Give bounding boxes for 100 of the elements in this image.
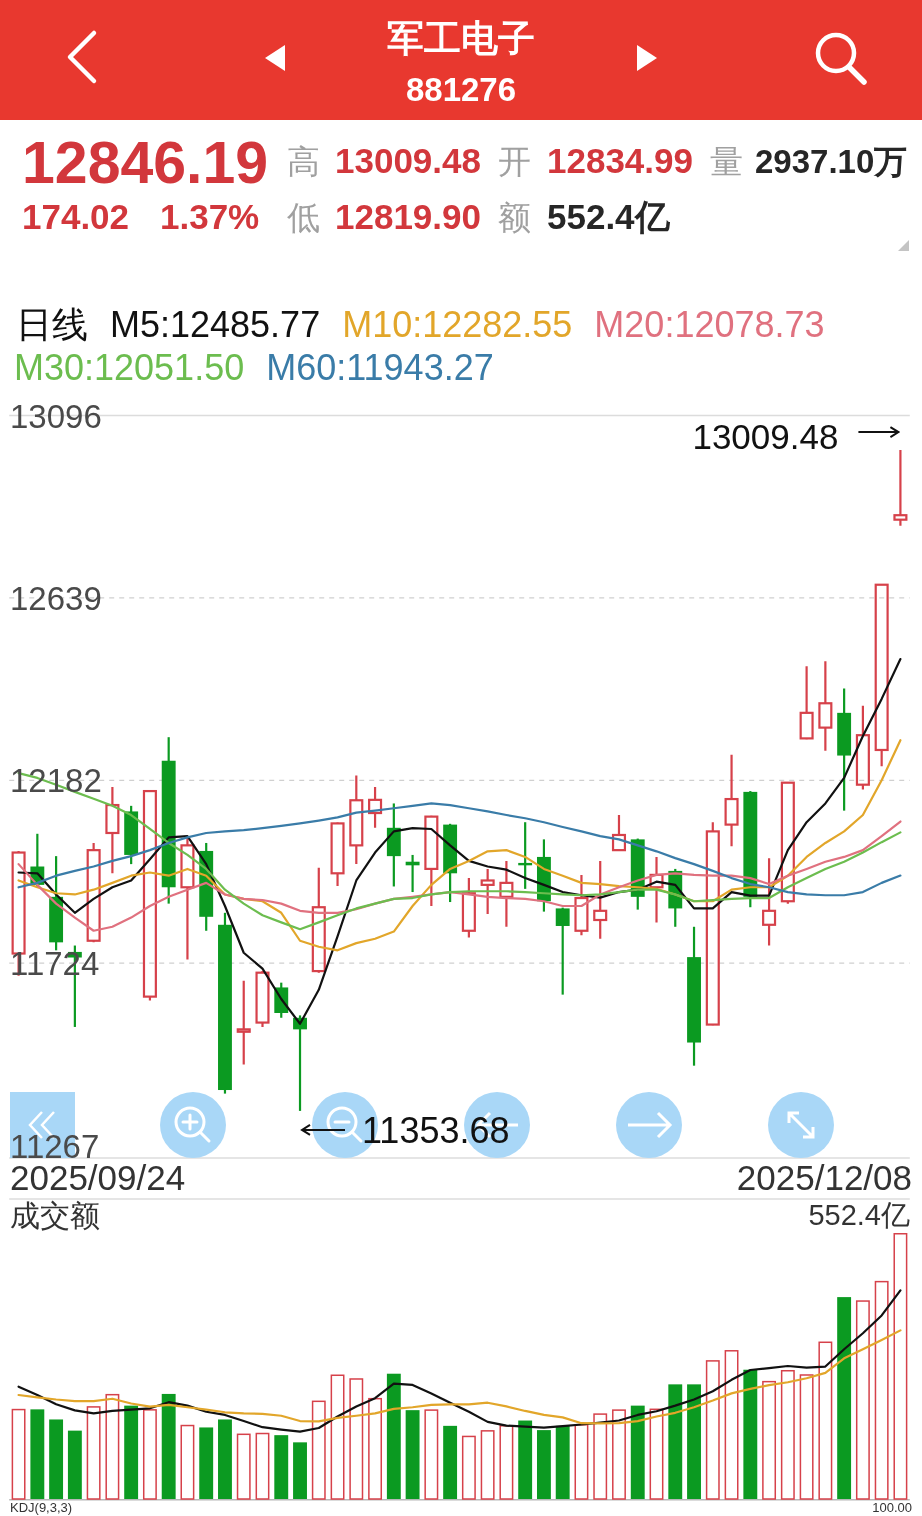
bar	[799, 1374, 814, 1500]
bar	[424, 1409, 439, 1500]
candlestick	[649, 855, 664, 924]
candlestick	[574, 873, 589, 937]
bar	[330, 1374, 345, 1500]
bar	[855, 1300, 870, 1500]
bar	[67, 1430, 82, 1499]
candlestick	[461, 876, 476, 939]
bar	[405, 1410, 420, 1499]
candlestick	[424, 815, 439, 908]
bar	[199, 1427, 214, 1499]
bar	[124, 1405, 139, 1499]
candlestick	[499, 859, 514, 928]
bar	[105, 1393, 120, 1500]
text: M5:12485.77	[110, 304, 321, 345]
bar	[218, 1419, 232, 1499]
candlestick	[555, 906, 570, 996]
bar	[180, 1424, 195, 1500]
bar	[386, 1373, 401, 1499]
candlestick	[349, 774, 364, 866]
bar	[687, 1384, 701, 1499]
candlestick	[236, 979, 251, 1066]
text: 低	[287, 199, 320, 236]
candlestick	[368, 785, 383, 829]
bar	[837, 1297, 852, 1499]
text: 高	[287, 143, 320, 180]
bar	[518, 1420, 533, 1499]
bar	[612, 1409, 626, 1500]
bar	[30, 1409, 45, 1499]
text: M20:12078.73	[594, 304, 825, 345]
bar	[649, 1408, 664, 1500]
text: 552.4亿	[808, 1199, 910, 1231]
candlestick	[762, 857, 777, 947]
bar	[724, 1350, 739, 1500]
text: KDJ(9,3,3)	[10, 1500, 73, 1515]
bar	[743, 1369, 758, 1499]
bar	[255, 1432, 270, 1500]
text: 2937.10万	[755, 143, 908, 180]
annotation: 13009.48	[692, 416, 839, 456]
text: 881276	[405, 71, 517, 108]
bar	[574, 1423, 589, 1500]
bar	[461, 1435, 476, 1500]
text: 额	[498, 199, 531, 236]
candlestick	[105, 785, 120, 875]
bar	[86, 1406, 101, 1500]
text: 军工电子	[387, 18, 535, 59]
text: M30:12051.50	[14, 347, 245, 388]
candlestick	[855, 704, 870, 791]
text: 12846.19	[22, 130, 269, 196]
bar	[11, 1408, 26, 1500]
text: 2025/12/08	[736, 1158, 912, 1197]
bar	[161, 1393, 176, 1499]
bar	[536, 1430, 551, 1499]
y-tick-label: 12639	[10, 579, 102, 617]
text: 12819.90	[335, 197, 481, 236]
candlestick	[818, 660, 833, 752]
candlestick	[480, 867, 495, 916]
candlestick	[593, 859, 608, 940]
bar	[368, 1397, 383, 1500]
bar	[142, 1409, 157, 1500]
candlestick	[611, 813, 627, 852]
bar	[236, 1433, 251, 1500]
candlestick	[799, 665, 814, 740]
bar	[818, 1341, 833, 1500]
text: 1.37%	[160, 197, 260, 236]
bar	[630, 1405, 645, 1499]
chart-title: 成交额	[10, 1199, 100, 1232]
annotation: 11353.68	[362, 1109, 510, 1151]
candlestick	[180, 835, 195, 961]
candlestick	[893, 448, 908, 527]
bar	[49, 1419, 64, 1499]
bar	[499, 1425, 514, 1500]
text: 量	[710, 143, 743, 180]
text: 552.4亿	[547, 197, 671, 236]
text: 174.02	[22, 197, 130, 236]
text: M10:12282.55	[342, 304, 573, 345]
line-series	[17, 820, 902, 932]
bar	[893, 1233, 908, 1500]
bar	[311, 1400, 326, 1500]
bar	[874, 1280, 889, 1500]
bar	[762, 1380, 777, 1500]
bar	[443, 1425, 458, 1499]
text: 100.00	[872, 1500, 912, 1515]
bar	[293, 1442, 307, 1499]
text: M60:11943.27	[266, 347, 494, 388]
candlestick	[724, 753, 739, 848]
text: 开	[498, 143, 531, 180]
bar	[274, 1435, 289, 1499]
y-tick-label: 13096	[10, 397, 102, 434]
bar	[780, 1369, 795, 1500]
bar	[705, 1360, 720, 1500]
candlestick	[311, 866, 326, 974]
bar	[555, 1425, 570, 1499]
legend-title: 日线	[16, 304, 88, 345]
bar	[668, 1384, 683, 1499]
text: 12834.99	[547, 141, 693, 180]
candlestick	[330, 822, 345, 888]
text: 13009.48	[335, 141, 481, 180]
bar	[593, 1413, 608, 1500]
bar	[480, 1430, 495, 1500]
